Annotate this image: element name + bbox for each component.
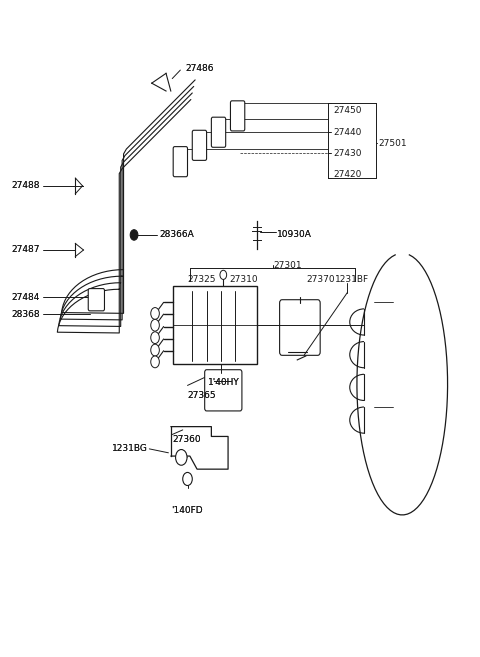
FancyBboxPatch shape — [230, 101, 245, 131]
FancyBboxPatch shape — [211, 117, 226, 147]
Circle shape — [176, 449, 187, 465]
Text: 1'40HY: 1'40HY — [207, 378, 240, 387]
Text: 28366A: 28366A — [159, 231, 193, 239]
Text: 1'40HY: 1'40HY — [207, 378, 240, 387]
Text: 27420: 27420 — [333, 170, 361, 179]
Text: 27310: 27310 — [229, 275, 258, 284]
Text: 10930A: 10930A — [277, 231, 312, 239]
Text: 27488: 27488 — [11, 181, 39, 191]
Text: 27360: 27360 — [172, 435, 201, 444]
Text: 28368: 28368 — [11, 309, 39, 319]
FancyBboxPatch shape — [192, 130, 206, 160]
Text: 1231BG: 1231BG — [112, 444, 148, 453]
Text: 27370: 27370 — [307, 275, 336, 284]
FancyBboxPatch shape — [280, 300, 320, 355]
Text: 27484: 27484 — [11, 292, 39, 302]
Circle shape — [151, 319, 159, 331]
Text: 27360: 27360 — [172, 435, 201, 444]
Text: 27484: 27484 — [11, 292, 39, 302]
Text: 27440: 27440 — [333, 127, 361, 137]
Circle shape — [151, 356, 159, 368]
Text: 27487: 27487 — [11, 246, 39, 254]
Text: 27365: 27365 — [188, 391, 216, 399]
Text: '140FD: '140FD — [171, 506, 203, 515]
Text: 27487: 27487 — [11, 246, 39, 254]
Circle shape — [220, 270, 227, 279]
Text: 10930A: 10930A — [277, 231, 312, 239]
Text: 28368: 28368 — [11, 309, 39, 319]
Circle shape — [183, 472, 192, 486]
Text: 27486: 27486 — [185, 64, 214, 74]
Text: 28366A: 28366A — [159, 231, 193, 239]
Circle shape — [151, 344, 159, 356]
Text: 27486: 27486 — [185, 64, 214, 74]
FancyBboxPatch shape — [173, 286, 257, 365]
FancyBboxPatch shape — [88, 288, 105, 311]
Text: 1231BF: 1231BF — [336, 275, 370, 284]
Text: '140FD: '140FD — [171, 506, 203, 515]
Circle shape — [130, 230, 138, 240]
Text: 27365: 27365 — [188, 391, 216, 399]
Text: 27325: 27325 — [188, 275, 216, 284]
Text: 27430: 27430 — [333, 148, 361, 158]
Text: 27501: 27501 — [378, 139, 407, 148]
Text: 27450: 27450 — [333, 106, 361, 115]
Circle shape — [151, 307, 159, 319]
Circle shape — [151, 332, 159, 344]
Text: 27301: 27301 — [274, 261, 302, 269]
Text: 27488: 27488 — [11, 181, 39, 191]
Text: 1231BG: 1231BG — [112, 444, 148, 453]
FancyBboxPatch shape — [204, 370, 242, 411]
FancyBboxPatch shape — [173, 147, 188, 177]
